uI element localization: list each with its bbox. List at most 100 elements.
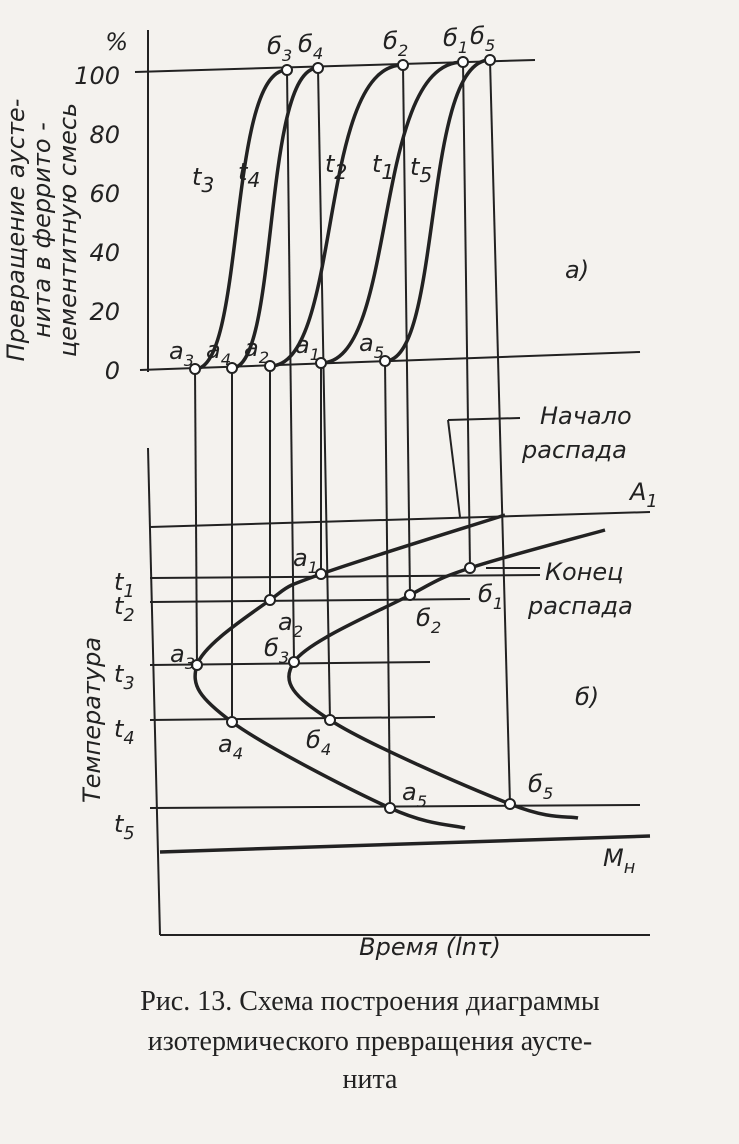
end-label-sub: 5 xyxy=(485,36,495,55)
projection-line xyxy=(402,64,411,596)
y-tick-label: 20 xyxy=(89,298,120,326)
start-point-label: а2 xyxy=(278,608,303,641)
start-point-label-sub: 3 xyxy=(185,654,195,673)
point xyxy=(464,562,476,574)
start-label: а4 xyxy=(206,336,231,369)
point xyxy=(484,54,496,66)
start-label: а1 xyxy=(295,331,320,364)
start-point-label-sub: 2 xyxy=(293,622,303,641)
end-point-label: б5 xyxy=(528,770,553,803)
point xyxy=(281,64,293,76)
temperature-label-main: t xyxy=(114,568,125,596)
end-point-label: б2 xyxy=(416,604,441,637)
temperature-label: t4 xyxy=(114,715,135,749)
start-point-label: а1 xyxy=(293,544,318,577)
temperature-label-sub: 5 xyxy=(123,824,134,844)
point xyxy=(226,716,238,728)
point xyxy=(288,656,300,668)
curve-label: t1 xyxy=(372,150,394,184)
point xyxy=(315,357,327,369)
end-label: Конец xyxy=(545,558,624,586)
end-point-label: б4 xyxy=(306,726,331,759)
point xyxy=(264,594,276,606)
temperature-line xyxy=(149,574,541,579)
start-label-sub: 3 xyxy=(184,351,194,370)
y-tick-label: 80 xyxy=(89,121,120,149)
temperature-label: t3 xyxy=(114,660,135,694)
projection-line xyxy=(194,368,198,666)
end-point-label-main: б xyxy=(528,770,543,798)
start-label: а5 xyxy=(359,329,384,362)
end-label-sub: 1 xyxy=(458,38,468,57)
end-point-label-main: б xyxy=(306,726,321,754)
point xyxy=(404,589,416,601)
end-point-label: б3 xyxy=(264,634,289,667)
temperature-line xyxy=(149,716,436,721)
panel-label: а) xyxy=(565,256,589,284)
y-unit: % xyxy=(105,28,128,56)
point xyxy=(315,568,327,580)
end-point-label: б1 xyxy=(478,580,503,613)
start-label-main: а xyxy=(244,334,259,362)
curve-label: t3 xyxy=(192,163,214,197)
start-label-main: а xyxy=(359,329,374,357)
caption: нита xyxy=(343,1064,399,1095)
temperature-label: t1 xyxy=(114,568,135,602)
start-point-label-main: а xyxy=(278,608,293,636)
curve-label-sub: 4 xyxy=(247,168,260,192)
y-title: Превращение аусте- xyxy=(2,99,30,362)
temperature-label-sub: 3 xyxy=(123,674,134,694)
temperature-label-main: t xyxy=(114,810,125,838)
caption: изотермического превращения аусте- xyxy=(148,1026,592,1057)
projection-line xyxy=(462,61,471,569)
point xyxy=(324,714,336,726)
a1-label: A1 xyxy=(628,478,658,512)
curve-label-main: t xyxy=(192,163,203,191)
curve-label-main: t xyxy=(325,150,336,178)
end-point-label-sub: 2 xyxy=(431,618,441,637)
end-label-sub: 4 xyxy=(313,44,323,63)
point xyxy=(379,355,391,367)
end-label: б1 xyxy=(443,24,468,57)
curve-label-sub: 1 xyxy=(381,160,394,184)
temperature-label: t2 xyxy=(114,592,135,626)
a1-line xyxy=(149,511,651,528)
curve-label-sub: 5 xyxy=(419,163,432,187)
end-point-label-sub: 3 xyxy=(279,648,289,667)
start-point-label-main: а xyxy=(293,544,308,572)
start-point-label: а4 xyxy=(218,730,243,763)
mn-label-main: M xyxy=(603,844,624,872)
curve-label: t2 xyxy=(325,150,347,184)
mn-line xyxy=(159,834,651,854)
start-point-label-main: а xyxy=(218,730,233,758)
point xyxy=(189,363,201,375)
curve-label-sub: 3 xyxy=(201,173,214,197)
leader xyxy=(447,419,461,518)
temperature-label-main: t xyxy=(114,715,125,743)
point xyxy=(504,798,516,810)
curve-label-main: t xyxy=(238,158,249,186)
y-tick-label: 100 xyxy=(74,62,120,90)
end-label: распада xyxy=(527,592,633,620)
kinetic-curve xyxy=(194,68,288,371)
temperature-label-sub: 2 xyxy=(123,606,134,626)
curve-label: t4 xyxy=(238,158,260,192)
end-label: б5 xyxy=(470,22,495,55)
kinetic-curve xyxy=(269,63,404,368)
curve-label-main: t xyxy=(410,153,421,181)
start-label: а2 xyxy=(244,334,269,367)
start-label-sub: 4 xyxy=(221,350,231,369)
end-label-main: б xyxy=(383,27,398,55)
end-label: б3 xyxy=(267,32,292,65)
start-point-label-main: а xyxy=(170,640,185,668)
temperature-label-main: t xyxy=(114,592,125,620)
start-label: а3 xyxy=(169,337,194,370)
end-label: б2 xyxy=(383,27,408,60)
end-point-label-main: б xyxy=(416,604,431,632)
leader xyxy=(447,417,521,421)
start-label-sub: 2 xyxy=(259,348,269,367)
end-label-main: б xyxy=(443,24,458,52)
end-label-main: б xyxy=(470,22,485,50)
point xyxy=(457,56,469,68)
curve-label-main: t xyxy=(372,150,383,178)
